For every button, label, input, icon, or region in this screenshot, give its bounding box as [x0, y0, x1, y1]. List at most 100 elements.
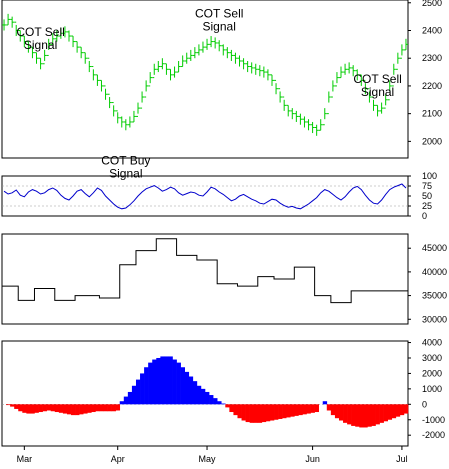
negative-bar [71, 404, 76, 416]
y-tick-label: 45000 [422, 243, 447, 253]
negative-bar [30, 404, 35, 414]
y-tick-label: 3000 [422, 353, 442, 363]
y-tick-label: -2000 [422, 430, 445, 440]
negative-bar [290, 404, 295, 417]
negative-bar [38, 404, 43, 413]
y-tick-label: 2000 [422, 136, 442, 146]
negative-bar [367, 404, 372, 427]
negative-bar [50, 404, 56, 412]
x-tick-label: Mar [17, 454, 33, 464]
positive-bar [322, 401, 328, 405]
positive-bar [131, 385, 137, 405]
negative-bar [34, 404, 39, 413]
positive-bar [164, 356, 169, 405]
positive-bar [184, 371, 190, 405]
y-tick-label: 1000 [422, 384, 442, 394]
y-tick-label: 2200 [422, 81, 442, 91]
y-tick-label: 100 [422, 171, 437, 181]
negative-bar [225, 404, 230, 408]
negative-bar [245, 404, 250, 423]
negative-bar [274, 404, 279, 420]
y-tick-label: 50 [422, 191, 432, 201]
negative-bar [306, 404, 311, 414]
y-tick-label: 30000 [422, 314, 447, 324]
positive-bar [209, 395, 214, 405]
negative-bar [261, 404, 267, 423]
negative-bar [282, 404, 287, 419]
positive-bar [135, 379, 141, 405]
negative-bar [387, 404, 393, 420]
price-frame [1, 0, 409, 159]
negative-bar [75, 404, 80, 416]
y-tick-label: -1000 [422, 415, 445, 425]
negative-bar [237, 404, 242, 419]
x-tick-label: Jun [305, 454, 320, 464]
negative-bar [363, 404, 368, 428]
x-tick-label: May [199, 454, 217, 464]
positive-bar [192, 381, 198, 405]
negative-bar [330, 404, 336, 416]
negative-bar [355, 404, 360, 427]
y-tick-label: 4000 [422, 338, 442, 348]
negative-bar [265, 404, 271, 422]
positive-bar [221, 403, 226, 405]
negative-bar [257, 404, 263, 423]
negative-bar [87, 404, 92, 413]
positive-bar [176, 362, 181, 405]
positive-bar [123, 396, 129, 405]
positive-bar [168, 356, 173, 405]
index-frame [1, 175, 409, 217]
y-tick-label: 25 [422, 201, 432, 211]
open-interest-panel: 30000 35000 40000 45000 [1, 233, 447, 325]
positive-bar [205, 391, 210, 405]
negative-bar [383, 404, 388, 422]
negative-bar [302, 404, 307, 415]
negative-bar [371, 404, 376, 426]
oscillator-panel: -2000 -1000 0 1000 2000 3000 4000 Mar Apr May Jun J… [1, 338, 445, 464]
negative-bar [249, 404, 255, 423]
negative-bar [351, 404, 356, 426]
x-tick-label: Apr [111, 454, 125, 464]
negative-bar [338, 404, 344, 421]
negative-bar [46, 404, 52, 411]
positive-bar [196, 385, 202, 405]
negative-bar [298, 404, 303, 416]
x-tick-label: Jul [396, 454, 408, 464]
negative-bar [95, 404, 100, 412]
negative-bar [326, 404, 332, 411]
positive-bar [152, 359, 157, 405]
negative-bar [314, 404, 319, 413]
negative-bar [403, 404, 409, 414]
y-tick-label: 2300 [422, 53, 442, 63]
y-tick-label: 2500 [422, 0, 442, 8]
negative-bar [115, 404, 121, 411]
positive-bar [160, 356, 165, 405]
signal-annotation-line1: COT Sell [353, 72, 401, 86]
negative-bar [294, 404, 299, 416]
positive-bar [156, 357, 161, 405]
negative-bar [58, 404, 64, 413]
negative-bar [233, 404, 238, 416]
negative-bar [10, 404, 15, 407]
positive-bar [188, 376, 194, 405]
y-tick-label: 0 [422, 399, 427, 409]
negative-bar [310, 404, 315, 413]
negative-bar [375, 404, 380, 425]
signal-annotation-line1: COT Sell [195, 7, 243, 21]
negative-bar [54, 404, 60, 413]
positive-bar [127, 391, 133, 405]
positive-bar [172, 359, 177, 405]
y-tick-label: 75 [422, 181, 432, 191]
oscillator-frame [1, 340, 409, 447]
index-line [3, 183, 407, 210]
positive-bar [180, 367, 185, 405]
negative-bar [66, 404, 72, 415]
positive-bar [148, 362, 153, 405]
negative-bar [18, 404, 23, 412]
negative-bar [22, 404, 27, 413]
signal-annotation-line2: Signal [109, 167, 142, 181]
y-tick-label: 0 [422, 211, 427, 221]
negative-bar [399, 404, 405, 416]
